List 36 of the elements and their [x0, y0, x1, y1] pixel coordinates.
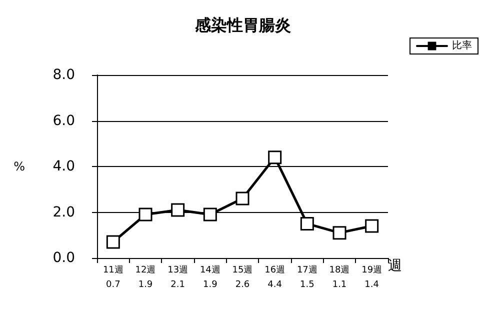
x-tick-label: 16週 [264, 264, 286, 276]
x-axis-title: 週 [388, 258, 402, 274]
data-label: 2.1 [170, 280, 185, 290]
point [300, 216, 314, 230]
point [106, 235, 120, 249]
legend-label: 比率 [452, 40, 472, 52]
data-label: 1.4 [364, 280, 380, 290]
y-tick-label: 2.0 [52, 204, 75, 220]
point [332, 226, 346, 240]
y-tick-label: 6.0 [52, 112, 75, 129]
point [171, 203, 185, 217]
x-tick-label: 19週 [362, 264, 382, 276]
x-tick-label: 13週 [168, 264, 188, 276]
point [203, 208, 217, 222]
y-axis-title: % [14, 160, 25, 174]
x-tick-label: 15週 [232, 264, 253, 276]
data-label: 1.9 [138, 280, 153, 290]
data-label: 1.9 [203, 280, 218, 290]
point [138, 208, 152, 222]
x-tick-label: 17週 [296, 264, 318, 276]
data-label: 2.6 [235, 280, 250, 290]
y-tick-label: 4.0 [52, 158, 75, 174]
data-label: 0.7 [106, 280, 120, 290]
x-tick-label: 18週 [329, 264, 350, 276]
data-label: 1.1 [332, 280, 347, 290]
chart-title: 感染性胃腸炎 [194, 16, 291, 34]
x-tick-label: 12週 [135, 264, 156, 276]
y-tick-label: 0.0 [52, 250, 75, 266]
y-tick-label: 8.0 [52, 67, 75, 83]
point [365, 219, 379, 233]
x-tick-label: 14週 [200, 264, 220, 276]
data-label: 1.5 [300, 280, 314, 290]
data-label: 4.4 [268, 280, 282, 290]
point [236, 192, 250, 206]
x-tick-label: 11週 [102, 264, 124, 276]
point [268, 150, 282, 164]
